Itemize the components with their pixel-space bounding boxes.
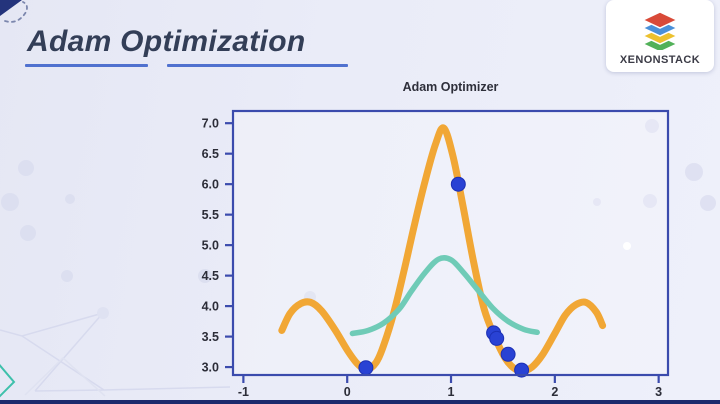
optimizer-step-dot (358, 360, 374, 376)
y-tick-label: 5.0 (202, 239, 219, 253)
y-tick-label: 4.0 (202, 300, 219, 314)
layers-stack-icon (641, 11, 679, 50)
optimizer-step-dot (514, 362, 530, 378)
optimizer-step-dot (450, 176, 466, 192)
optimizer-step-dot (489, 330, 505, 346)
x-tick-label: 3 (655, 385, 662, 399)
x-tick-label: 0 (344, 385, 351, 399)
y-tick-label: 3.5 (202, 330, 219, 344)
page-title: Adam Optimization (27, 25, 306, 58)
y-tick-label: 5.5 (202, 208, 219, 222)
decor-teal-corner (0, 363, 16, 398)
y-tick-label: 6.5 (202, 147, 219, 161)
bottom-accent-bar (0, 400, 720, 404)
axis-tick-labels: -1 0 1 2 3 3.0 3.5 4.0 4.5 5.0 5.5 6.0 6.5 7.0 (202, 117, 663, 399)
x-tick-label: 2 (551, 385, 558, 399)
y-tick-label: 3.0 (202, 361, 219, 375)
loss-curve (278, 124, 607, 375)
title-underline-1 (25, 64, 148, 67)
x-tick-label: 1 (448, 385, 455, 399)
x-tick-label: -1 (238, 385, 249, 399)
plot-border (231, 109, 670, 377)
y-tick-label: 6.0 (202, 178, 219, 192)
y-tick-label: 7.0 (202, 117, 219, 131)
plot-area: -1 0 1 2 3 3.0 3.5 4.0 4.5 5.0 5.5 6.0 6.5 7.0 (202, 109, 670, 399)
optimizer-step-dots (358, 176, 530, 378)
smoothed-curve (349, 255, 540, 337)
decor-dots-right (593, 119, 716, 250)
chart-title: Adam Optimizer (402, 80, 499, 94)
decor-dotted-arc (4, 1, 28, 23)
title-underline-2 (167, 64, 348, 67)
chart-series (278, 124, 607, 375)
xenonstack-logo: XENONSTACK (606, 0, 714, 72)
logo-text: XENONSTACK (619, 54, 701, 66)
y-tick-label: 4.5 (202, 269, 219, 283)
decor-corner-triangle (0, 0, 22, 16)
optimizer-step-dot (500, 346, 516, 362)
decor-network-lines (0, 307, 231, 397)
axis-ticks (225, 122, 660, 383)
